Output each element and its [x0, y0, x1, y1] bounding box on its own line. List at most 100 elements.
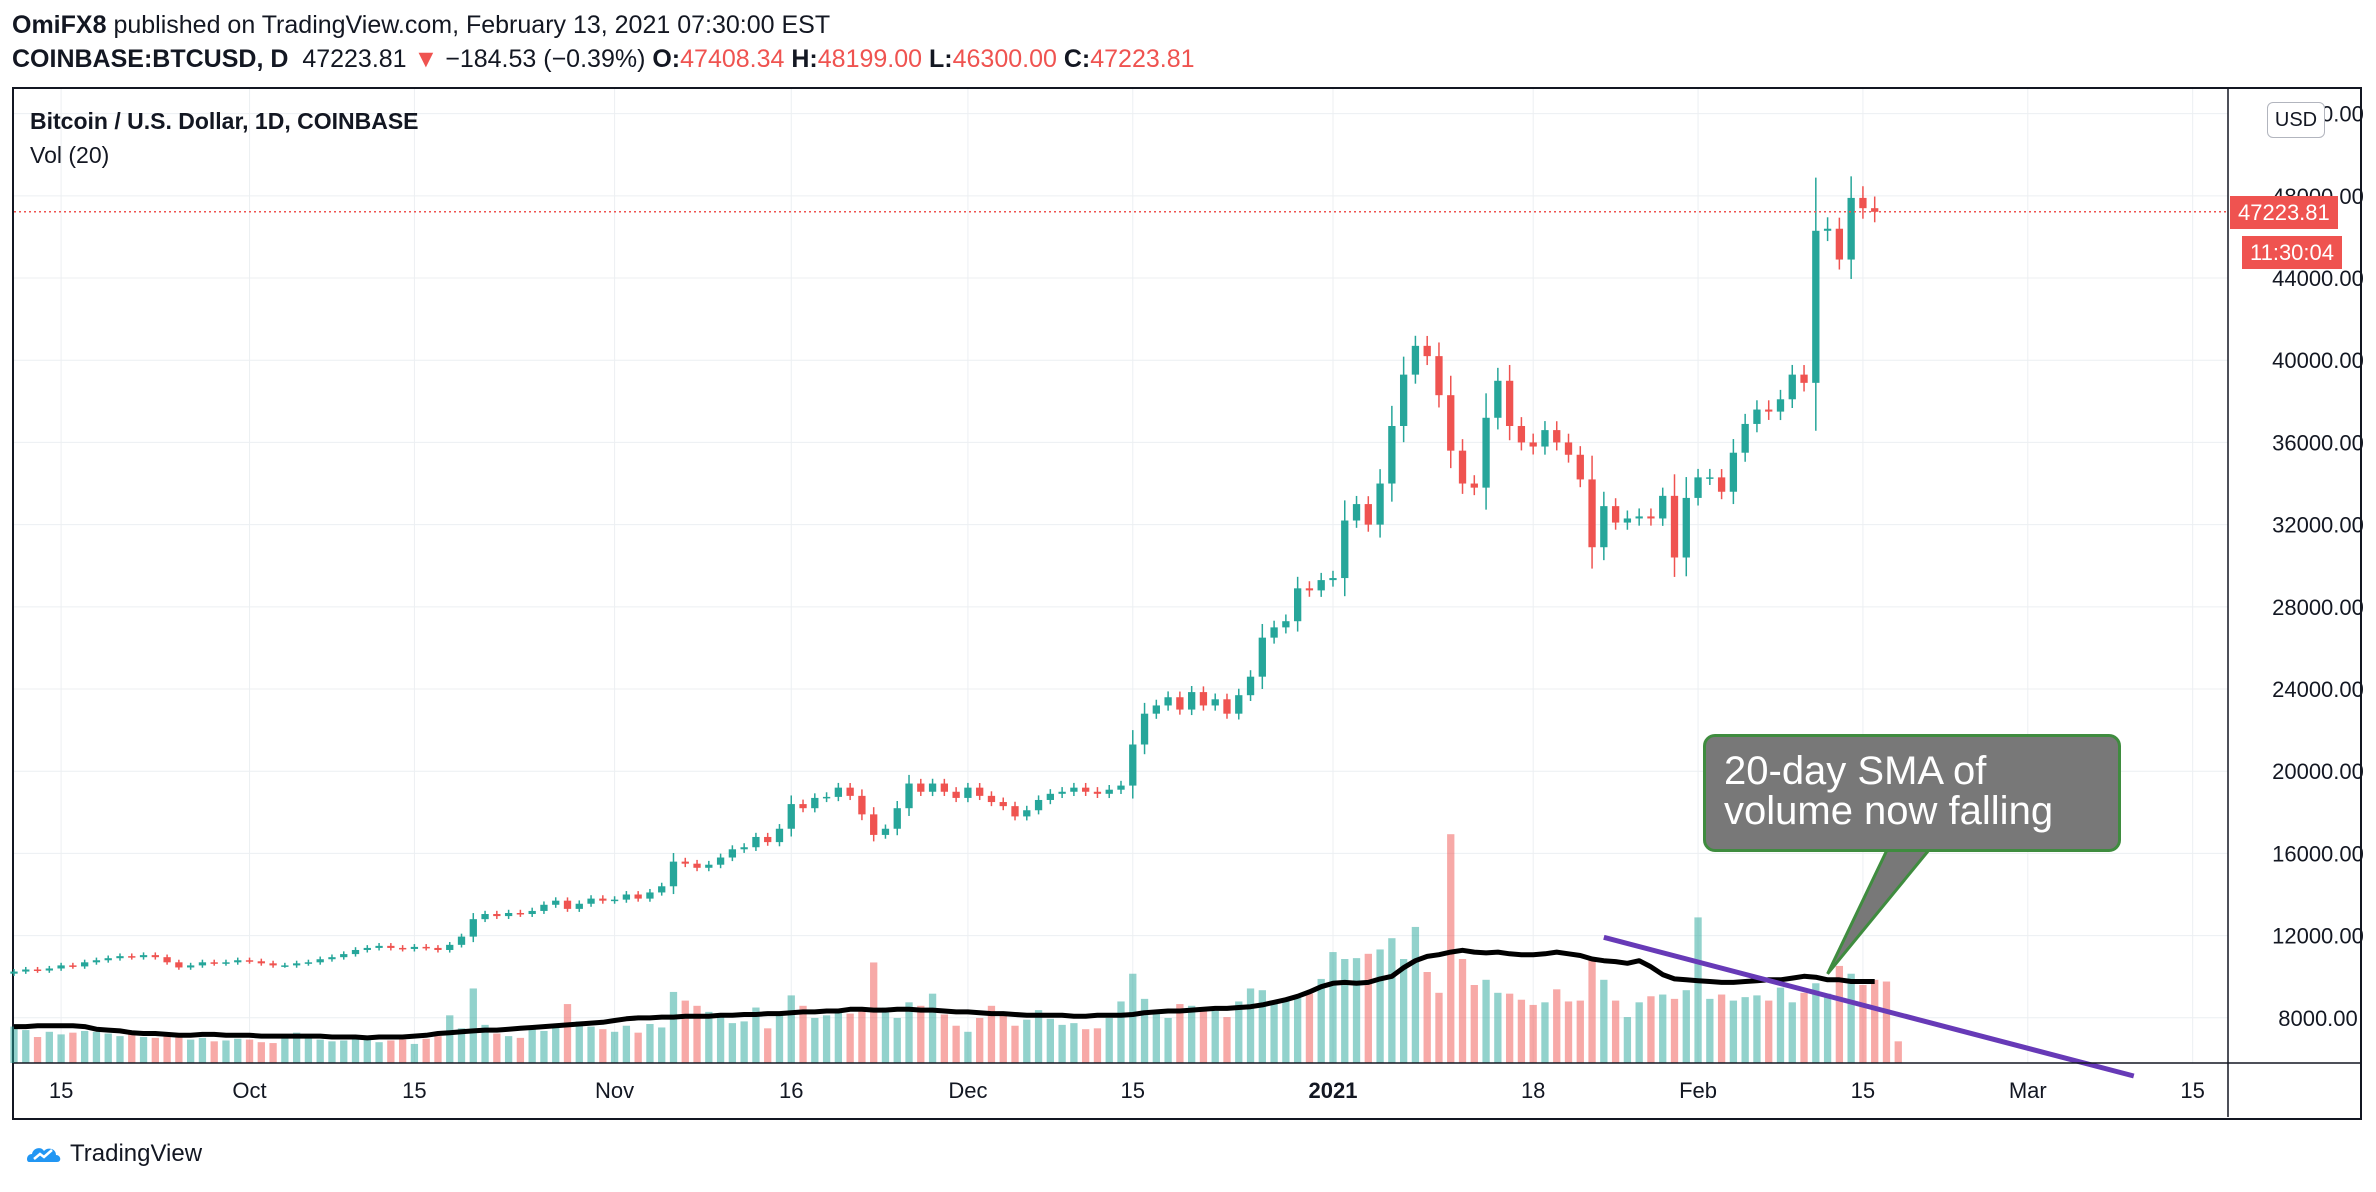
- volume-bar[interactable]: [1494, 992, 1502, 1063]
- volume-bar[interactable]: [316, 1039, 324, 1063]
- candle-body[interactable]: [1859, 197, 1867, 209]
- volume-bar[interactable]: [1364, 953, 1372, 1063]
- volume-bar[interactable]: [1082, 1029, 1090, 1063]
- volume-bar[interactable]: [881, 1007, 890, 1063]
- volume-bar[interactable]: [681, 1000, 689, 1063]
- candle-body[interactable]: [328, 957, 336, 960]
- volume-bar[interactable]: [905, 1002, 913, 1063]
- candle-body[interactable]: [1800, 374, 1808, 383]
- candle-body[interactable]: [1541, 430, 1549, 447]
- volume-bar[interactable]: [1835, 965, 1844, 1063]
- volume-bar[interactable]: [363, 1038, 371, 1063]
- candle-body[interactable]: [1082, 787, 1090, 792]
- candle-body[interactable]: [1871, 208, 1879, 212]
- footer[interactable]: TradingView: [26, 1140, 202, 1168]
- candle-body[interactable]: [1776, 399, 1785, 412]
- candle-body[interactable]: [1576, 454, 1584, 480]
- candle-body[interactable]: [811, 797, 819, 809]
- volume-bar[interactable]: [1117, 1001, 1125, 1063]
- volume-bar[interactable]: [1235, 1001, 1243, 1063]
- volume-bar[interactable]: [33, 1037, 42, 1063]
- candle-body[interactable]: [104, 958, 112, 961]
- candle-body[interactable]: [363, 947, 371, 950]
- candle-body[interactable]: [198, 962, 207, 966]
- candle-body[interactable]: [57, 965, 65, 969]
- volume-bar[interactable]: [928, 993, 937, 1063]
- volume-bar[interactable]: [151, 1037, 159, 1063]
- volume-bar[interactable]: [1553, 989, 1561, 1063]
- volume-bar[interactable]: [1411, 926, 1420, 1063]
- volume-bar[interactable]: [716, 1016, 725, 1063]
- candle-body[interactable]: [1270, 627, 1278, 638]
- candle-body[interactable]: [1706, 477, 1714, 479]
- candle-body[interactable]: [281, 965, 289, 967]
- candle-body[interactable]: [375, 945, 383, 948]
- volume-bar[interactable]: [304, 1037, 313, 1063]
- volume-bar[interactable]: [375, 1042, 383, 1063]
- volume-bar[interactable]: [175, 1036, 183, 1063]
- volume-bar[interactable]: [976, 1017, 984, 1063]
- candle-body[interactable]: [681, 861, 689, 864]
- currency-button[interactable]: USD: [2267, 102, 2325, 138]
- volume-bar[interactable]: [1470, 985, 1478, 1063]
- volume-bar[interactable]: [387, 1040, 395, 1063]
- candle-body[interactable]: [1282, 621, 1290, 628]
- volume-bar[interactable]: [104, 1033, 112, 1063]
- volume-bar[interactable]: [1034, 1010, 1043, 1063]
- candle-body[interactable]: [175, 962, 183, 968]
- candle-body[interactable]: [1659, 495, 1667, 519]
- candle-body[interactable]: [1376, 483, 1384, 525]
- volume-bar[interactable]: [422, 1038, 430, 1063]
- volume-bar[interactable]: [1152, 1011, 1160, 1063]
- candle-body[interactable]: [1717, 477, 1726, 492]
- volume-bar[interactable]: [222, 1040, 230, 1063]
- volume-bar[interactable]: [787, 995, 795, 1063]
- candle-body[interactable]: [1046, 793, 1054, 800]
- candle-body[interactable]: [1564, 442, 1573, 455]
- volume-sma-line[interactable]: [14, 947, 1875, 1041]
- volume-bar[interactable]: [1188, 1005, 1196, 1063]
- candle-body[interactable]: [822, 796, 831, 799]
- candle-body[interactable]: [1058, 791, 1066, 794]
- volume-bar[interactable]: [434, 1036, 442, 1063]
- volume-bar[interactable]: [1223, 1017, 1231, 1063]
- candle-body[interactable]: [775, 828, 784, 843]
- candle-body[interactable]: [234, 960, 242, 963]
- candle-body[interactable]: [516, 912, 525, 915]
- volume-bar[interactable]: [563, 1004, 572, 1063]
- candle-body[interactable]: [1670, 495, 1679, 558]
- volume-bar[interactable]: [811, 1017, 819, 1063]
- candle-body[interactable]: [846, 787, 854, 796]
- volume-bar[interactable]: [964, 1031, 972, 1063]
- volume-bar[interactable]: [45, 1031, 53, 1063]
- volume-bar[interactable]: [1105, 1017, 1113, 1063]
- candle-body[interactable]: [905, 783, 913, 809]
- volume-bar[interactable]: [1399, 959, 1408, 1063]
- volume-bar[interactable]: [917, 1005, 925, 1063]
- volume-bar[interactable]: [1293, 998, 1302, 1063]
- volume-bar[interactable]: [952, 1025, 960, 1063]
- volume-bar[interactable]: [1859, 985, 1867, 1063]
- candle-body[interactable]: [446, 944, 454, 950]
- candle-body[interactable]: [504, 912, 513, 917]
- candle-body[interactable]: [764, 836, 772, 843]
- candle-body[interactable]: [1211, 699, 1219, 706]
- candle-body[interactable]: [552, 900, 560, 905]
- candle-body[interactable]: [669, 861, 678, 887]
- volume-bar[interactable]: [1871, 979, 1879, 1063]
- candle-body[interactable]: [658, 886, 666, 893]
- volume-bar[interactable]: [1070, 1023, 1078, 1063]
- volume-bar[interactable]: [446, 1015, 454, 1063]
- volume-bar[interactable]: [57, 1034, 65, 1063]
- candle-body[interactable]: [481, 914, 489, 920]
- volume-bar[interactable]: [999, 1015, 1007, 1063]
- volume-bar[interactable]: [1435, 992, 1443, 1063]
- candle-body[interactable]: [410, 946, 419, 949]
- candle-body[interactable]: [257, 961, 265, 964]
- candle-body[interactable]: [1553, 430, 1561, 443]
- candle-body[interactable]: [316, 959, 324, 963]
- volume-bar[interactable]: [457, 1028, 466, 1063]
- volume-bar[interactable]: [587, 1026, 595, 1063]
- candle-body[interactable]: [610, 899, 619, 902]
